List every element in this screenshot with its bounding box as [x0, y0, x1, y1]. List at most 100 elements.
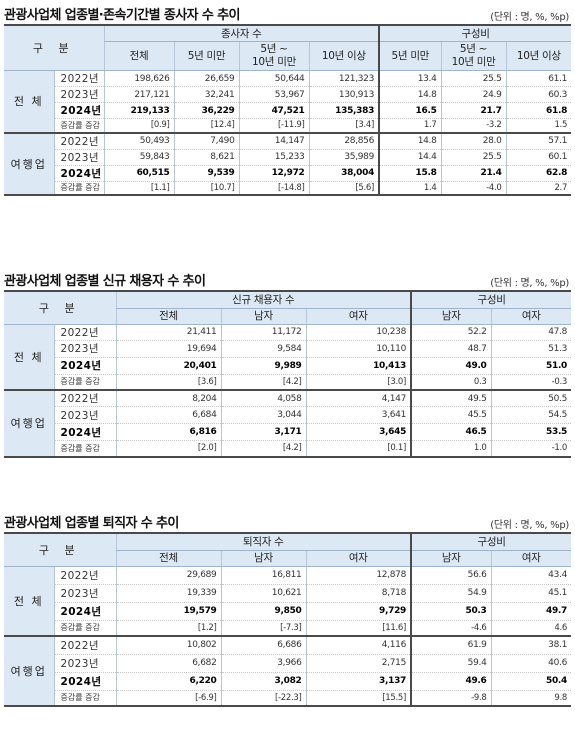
table-cell: 59.4 — [410, 654, 492, 673]
column-header: 남자 — [410, 308, 492, 325]
data-table: 구 분 신규 채용자 수 구성비 전체 남자 여자 남자 여자 전 체 2022년 21,411 11… — [4, 290, 572, 458]
data-table: 구 분 퇴직자 수 구성비 전체 남자 여자 남자 여자 전 체 2022년 29,689 16,81… — [4, 532, 572, 707]
table-cell: 19,579 — [115, 602, 221, 621]
table-cell: 6,220 — [115, 672, 221, 691]
table-cell: 4,116 — [305, 636, 412, 655]
group-header-count: 종사자 수 — [103, 25, 380, 42]
table-cell: 14.8 — [378, 86, 442, 103]
table-cell: [4.2] — [220, 374, 306, 391]
table-cell: 15.8 — [378, 165, 442, 182]
column-header: 남자 — [220, 550, 306, 567]
header-row: 구 분 퇴직자 수 구성비 — [4, 533, 572, 567]
table-cell: 25.5 — [440, 70, 507, 87]
group-header-ratio: 구성비 — [378, 25, 572, 42]
table-row: 전 체 2022년 21,411 11,172 10,238 52.2 47.8 — [4, 324, 572, 391]
table-cell: 60.1 — [505, 149, 572, 166]
table-cell: 12,972 — [238, 165, 309, 182]
table-row: 전 체 2022년 198,626 26,659 50,644 121,323 13.4 25… — [4, 70, 572, 134]
table-cell: 9,584 — [220, 340, 306, 358]
category-header: 구 분 — [4, 25, 104, 71]
table-cell: 10,238 — [305, 324, 412, 341]
table-cell: [4.2] — [220, 440, 306, 457]
year-label: 2023년 — [53, 149, 104, 166]
table-row: 2023년 59,843 8,621 15,233 35,989 14.4 25.5 60.1 — [4, 149, 572, 166]
year-label: 2023년 — [53, 86, 104, 103]
table-cell: 9,989 — [220, 357, 306, 375]
table-row: 2023년 19,339 10,621 8,718 54.9 45.1 — [4, 584, 572, 603]
table-cell: 61.8 — [505, 102, 572, 119]
category-header: 구 분 — [4, 291, 116, 325]
table-cell: 60,515 — [103, 165, 174, 182]
table-cell: 20,401 — [115, 357, 221, 375]
header-row: 구 분 종사자 수 구성비 — [4, 25, 572, 71]
table-cell: 2.7 — [505, 181, 572, 195]
table-cell: 3,645 — [305, 423, 412, 441]
column-header: 남자 — [220, 308, 306, 325]
table-cell: 21.7 — [440, 102, 507, 119]
table-cell: 15,233 — [238, 149, 309, 166]
section-employees-by-duration: 관광사업체 업종별·존속기간별 종사자 수 추이 (단위 : 명, %, %p)… — [0, 4, 575, 240]
change-label: 증감률 증감 — [53, 440, 116, 457]
table-cell: 43.4 — [490, 566, 572, 585]
table-cell: [3.6] — [115, 374, 221, 391]
table-cell: 51.3 — [490, 340, 572, 358]
table-row: 2024년 219,133 36,229 47,521 135,383 16.5 21.7 6… — [4, 102, 572, 119]
table-cell: [0.1] — [305, 440, 412, 457]
table-cell: 61.9 — [410, 636, 492, 655]
table-row: 여행업 2022년 8,204 4,058 4,147 49.5 50.5 — [4, 390, 572, 457]
table-cell: 50.5 — [490, 390, 572, 407]
group-header-count: 신규 채용자 수 — [115, 291, 412, 309]
table-cell: 50.3 — [410, 602, 492, 621]
table-cell: 8,621 — [173, 149, 239, 166]
year-label: 2023년 — [53, 340, 116, 358]
table-cell: 1.4 — [378, 181, 442, 195]
table-cell: [3.0] — [305, 374, 412, 391]
table-cell: [12.4] — [173, 118, 239, 134]
year-label: 2024년 — [53, 165, 104, 182]
header-row: 구 분 신규 채용자 수 구성비 — [4, 291, 572, 325]
table-cell: 36,229 — [173, 102, 239, 119]
table-cell: 130,913 — [308, 86, 380, 103]
table-cell: 10,110 — [305, 340, 412, 358]
table-row: 여행업 2022년 10,802 6,686 4,116 61.9 38.1 — [4, 636, 572, 706]
table-cell: 14.4 — [378, 149, 442, 166]
table-cell: 47,521 — [238, 102, 309, 119]
table-cell: 24.9 — [440, 86, 507, 103]
table-cell: 52.2 — [410, 324, 492, 341]
column-header: 여자 — [490, 550, 572, 567]
group-label: 전 체 — [4, 324, 54, 391]
table-cell: 2,715 — [305, 654, 412, 673]
table-cell: 32,241 — [173, 86, 239, 103]
column-header: 5년 ~ 10년 미만 — [238, 41, 309, 71]
change-row: 증감률 증감 [0.9] [12.4] [-11.9] [3.4] 1.7 -3.2 1.5 — [4, 118, 572, 134]
table-cell: [0.9] — [103, 118, 174, 134]
group-header-ratio: 구성비 — [410, 533, 572, 551]
table-row: 2023년 19,694 9,584 10,110 48.7 51.3 — [4, 340, 572, 358]
table-cell: 121,323 — [308, 70, 380, 87]
category-header: 구 분 — [4, 533, 116, 567]
group-label: 전 체 — [4, 566, 54, 637]
year-label: 2022년 — [53, 566, 116, 585]
change-row: 증감률 증감 [1.1] [10.7] [-14.8] [5.6] 1.4 -4.0 2.7 — [4, 181, 572, 195]
table-cell: 29,689 — [115, 566, 221, 585]
table-cell: 16.5 — [378, 102, 442, 119]
table-cell: [5.6] — [308, 181, 380, 195]
table-cell: 60.3 — [505, 86, 572, 103]
table-row: 2023년 6,684 3,044 3,641 45.5 54.5 — [4, 406, 572, 424]
column-header: 5년 ~ 10년 미만 — [440, 41, 507, 71]
table-cell: 8,718 — [305, 584, 412, 603]
table-cell: 11,172 — [220, 324, 306, 341]
table-cell: 135,383 — [308, 102, 380, 119]
group-label: 전 체 — [4, 70, 54, 134]
column-header: 여자 — [305, 550, 412, 567]
table-cell: 53.5 — [490, 423, 572, 441]
table-cell: 13.4 — [378, 70, 442, 87]
table-cell: 50,493 — [103, 132, 174, 150]
table-cell: 48.7 — [410, 340, 492, 358]
table-cell: 28,856 — [308, 132, 380, 150]
section-title: 관광사업체 업종별·존속기간별 종사자 수 추이 — [4, 8, 240, 23]
change-label: 증감률 증감 — [53, 118, 104, 134]
table-cell: 56.6 — [410, 566, 492, 585]
year-label: 2023년 — [53, 406, 116, 424]
table-cell: 45.5 — [410, 406, 492, 424]
